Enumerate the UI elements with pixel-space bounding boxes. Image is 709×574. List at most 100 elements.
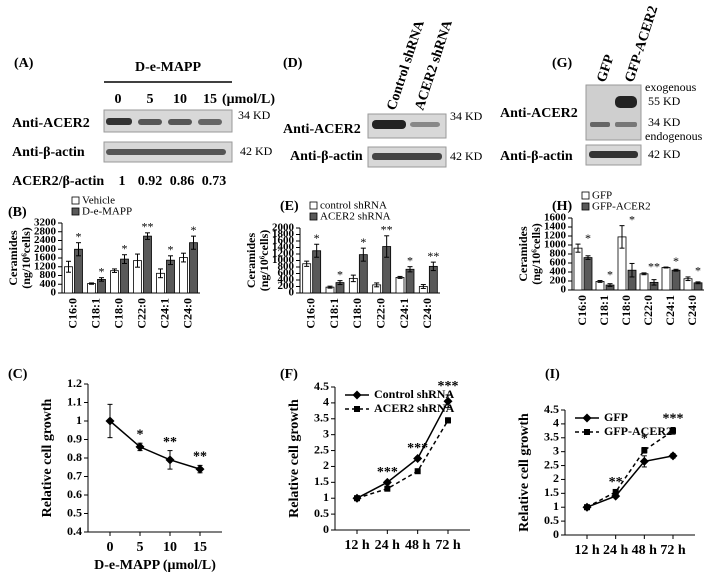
y-tick-label: 200 — [550, 275, 567, 287]
bar — [302, 263, 312, 294]
y-tick-label: 800 — [40, 269, 57, 281]
treatment-label: D-e-MAPP — [135, 60, 202, 75]
y-tick-label: 600 — [550, 257, 567, 269]
size-label: 34 KD — [238, 108, 271, 122]
marker — [413, 454, 423, 463]
band — [410, 122, 440, 127]
x-tick-label: C24:1 — [157, 298, 171, 329]
y-axis-title: Ceramides — [516, 226, 530, 282]
y-tick-label: 1 — [323, 490, 329, 504]
y-tick-label: 0.5 — [314, 506, 329, 520]
y-tick-label: 0 — [289, 287, 295, 299]
x-tick-label: C24:0 — [180, 298, 194, 329]
y-tick-label: 1600 — [272, 235, 295, 247]
y-tick-label: 1 — [553, 499, 559, 513]
band — [372, 153, 442, 160]
legend-label: Control shRNA — [374, 387, 454, 401]
significance: * — [122, 241, 128, 255]
significance: ** — [381, 223, 393, 237]
y-tick-label: 1400 — [272, 241, 295, 253]
x-tick-label: C18:1 — [597, 295, 611, 326]
x-tick-label: 48 h — [405, 538, 431, 553]
legend-label: D-e-MAPP — [82, 206, 132, 218]
marker — [195, 464, 205, 474]
legend-label: GFP — [604, 410, 628, 424]
significance: ** — [193, 450, 207, 465]
row-label: Anti-β-actin — [12, 145, 85, 160]
y-tick-label: 4.5 — [314, 379, 329, 393]
lane-label: 5 — [147, 92, 154, 107]
x-axis-title: D-e-MAPP (μmol/L) — [94, 558, 216, 573]
y-axis-title: Relative cell growth — [287, 399, 302, 518]
x-tick-label: 24 h — [375, 538, 401, 553]
band — [615, 96, 637, 108]
x-tick-label: 12 h — [574, 543, 600, 558]
ratio-value: 0.86 — [170, 174, 195, 189]
y-tick-label: 200 — [278, 280, 295, 292]
y-tick-label: 2400 — [34, 234, 57, 246]
band — [168, 119, 192, 125]
y-tick-label: 1200 — [272, 248, 295, 260]
bar — [583, 257, 593, 291]
marker — [165, 455, 175, 465]
y-tick-label: 800 — [550, 248, 567, 260]
marker — [639, 456, 649, 466]
marker — [384, 485, 391, 492]
band — [106, 149, 226, 155]
y-axis-title: (ng/10⁶cells) — [529, 223, 543, 285]
legend-label: ACER2 shRNA — [320, 211, 391, 223]
bar — [110, 270, 119, 294]
significance: ** — [142, 220, 154, 234]
y-tick-label: 0.4 — [67, 524, 82, 538]
series-line — [356, 419, 449, 499]
ratio-label: ACER2/β-actin — [12, 174, 104, 189]
size-label: 42 KD — [240, 144, 273, 158]
panel-label: (B) — [8, 205, 27, 220]
y-tick-label: 3200 — [34, 217, 57, 229]
x-tick-label: C24:1 — [663, 295, 677, 326]
y-tick-label: 0 — [553, 527, 559, 541]
marker — [670, 427, 676, 434]
y-tick-label: 4 — [553, 416, 559, 430]
y-tick-label: 3.5 — [544, 430, 559, 444]
x-tick-label: C24:0 — [685, 295, 699, 326]
significance: *** — [438, 379, 459, 394]
y-tick-label: 4 — [323, 395, 329, 409]
panel-label: (F) — [280, 367, 298, 382]
x-tick-label: C16:0 — [303, 298, 317, 329]
y-tick-label: 3.5 — [314, 411, 329, 425]
marker — [641, 447, 648, 454]
row-label: Anti-ACER2 — [283, 122, 361, 137]
y-tick-label: 3 — [323, 426, 329, 440]
y-tick-label: 0 — [51, 287, 57, 299]
significance: *** — [377, 465, 398, 480]
lane-label: GFP-ACER2 — [623, 4, 662, 84]
y-tick-label: 400 — [550, 266, 567, 278]
marker — [354, 495, 360, 502]
y-tick-label: 1.5 — [544, 485, 559, 499]
bar — [671, 269, 681, 291]
panel-label: (D) — [283, 56, 303, 71]
y-tick-label: 1.1 — [67, 394, 82, 408]
band — [106, 118, 132, 125]
row-label: Anti-ACER2 — [500, 106, 578, 121]
y-tick-label: 4.5 — [544, 402, 559, 416]
y-axis-title: (ng/10⁶cells) — [257, 230, 271, 292]
y-tick-label: 0.8 — [67, 450, 82, 464]
size-label: 42 KD — [450, 149, 483, 163]
row-label: Anti-β-actin — [290, 149, 363, 164]
ratio-value: 0.92 — [138, 174, 163, 189]
y-tick-label: 2.5 — [544, 457, 559, 471]
marker — [443, 396, 453, 406]
legend-marker — [354, 406, 360, 412]
y-tick-label: 2000 — [34, 243, 57, 255]
y-tick-label: 600 — [278, 267, 295, 279]
legend-swatch — [309, 212, 318, 221]
significance: * — [168, 243, 174, 257]
series-line — [109, 420, 201, 470]
legend-swatch — [581, 202, 590, 211]
ratio-value: 0.73 — [202, 174, 227, 189]
band — [372, 120, 406, 129]
significance: * — [314, 231, 320, 245]
size-label: 55 KD — [648, 94, 681, 108]
